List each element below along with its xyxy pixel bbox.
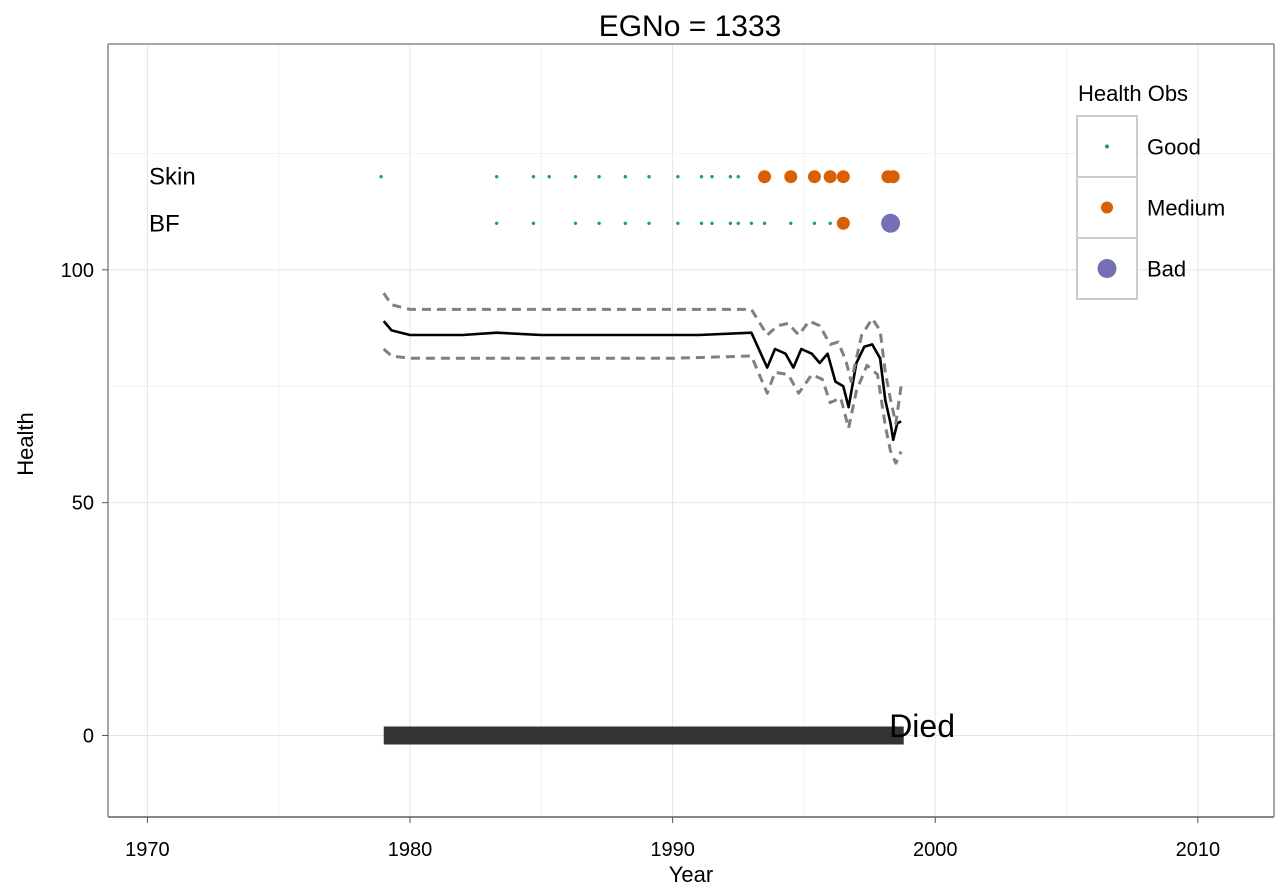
x-tick-label: 2000 xyxy=(913,839,958,861)
legend-good-label: Good xyxy=(1147,135,1201,160)
good-observation-point xyxy=(547,175,551,179)
good-observation-point xyxy=(736,221,740,225)
lifespan-bar-layer xyxy=(383,726,904,745)
x-tick-label: 1970 xyxy=(125,839,170,861)
legend-medium-swatch xyxy=(1101,201,1113,214)
legend-title: Health Obs xyxy=(1078,81,1188,106)
good-observation-point xyxy=(762,221,767,225)
chart-title: EGNo = 1333 xyxy=(599,10,782,43)
medium-observation-point xyxy=(758,170,772,184)
health-trend-line xyxy=(382,320,902,442)
axes: 1970 1980 1990 2000 2010 0 50 100 Year Health xyxy=(13,260,1220,886)
good-observation-point xyxy=(710,175,714,179)
medium-observation-point xyxy=(886,170,900,184)
good-observation-point xyxy=(494,221,499,225)
y-axis-title: Health xyxy=(13,412,38,476)
medium-observation-point xyxy=(807,170,821,184)
x-tick-label: 2010 xyxy=(1176,839,1221,861)
y-tick-label: 100 xyxy=(61,260,94,282)
gridlines xyxy=(108,44,1274,817)
good-observation-point xyxy=(597,221,601,225)
good-observation-point xyxy=(623,175,628,179)
medium-observation-point xyxy=(784,170,798,184)
good-observation-point xyxy=(379,175,383,179)
good-observation-point xyxy=(699,175,704,179)
good-observation-point xyxy=(676,175,680,179)
medium-observation-point xyxy=(823,170,837,184)
row-label: Skin xyxy=(149,164,196,191)
confidence-band-line xyxy=(382,292,903,425)
good-observation-point xyxy=(494,175,499,179)
y-tick-label: 0 xyxy=(83,726,94,748)
row-labels: Skin BF Died xyxy=(149,164,955,744)
good-observation-point xyxy=(647,175,651,179)
medium-observation-point xyxy=(836,170,850,184)
good-observation-point xyxy=(828,221,832,225)
health-observations xyxy=(379,170,901,233)
confidence-band-line xyxy=(382,347,903,465)
x-tick-label: 1980 xyxy=(388,839,433,861)
y-tick-label: 50 xyxy=(72,493,94,515)
legend-bad-swatch xyxy=(1097,259,1117,278)
legend-bad-label: Bad xyxy=(1147,257,1186,282)
good-observation-point xyxy=(647,221,651,225)
good-observation-point xyxy=(789,221,793,225)
died-annotation: Died xyxy=(889,708,955,744)
good-observation-point xyxy=(728,221,733,225)
good-observation-point xyxy=(736,175,740,179)
legend-key-box xyxy=(1076,115,1138,178)
bad-observation-point xyxy=(881,213,901,233)
good-observation-point xyxy=(749,221,754,225)
x-tick-label: 1990 xyxy=(650,839,695,861)
good-observation-point xyxy=(623,221,628,225)
series-lines xyxy=(382,292,903,465)
good-observation-point xyxy=(531,221,536,225)
medium-observation-point xyxy=(836,216,850,230)
good-observation-point xyxy=(531,175,536,179)
good-observation-point xyxy=(573,221,578,225)
good-observation-point xyxy=(812,221,817,225)
good-observation-point xyxy=(597,175,601,179)
lifespan-bar xyxy=(383,726,904,745)
good-observation-point xyxy=(710,221,714,225)
plot-frame xyxy=(107,43,1275,818)
x-axis-title: Year xyxy=(669,862,713,886)
legend: Health Obs Good Medium Bad xyxy=(1076,81,1225,300)
good-observation-point xyxy=(573,175,578,179)
row-label: BF xyxy=(149,210,180,237)
legend-medium-label: Medium xyxy=(1147,196,1225,221)
good-observation-point xyxy=(676,221,680,225)
good-observation-point xyxy=(699,221,704,225)
legend-good-swatch xyxy=(1105,144,1109,149)
good-observation-point xyxy=(728,175,733,179)
